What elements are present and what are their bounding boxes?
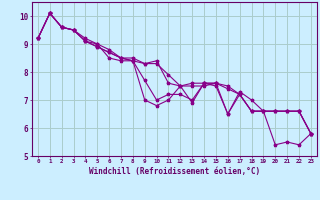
- X-axis label: Windchill (Refroidissement éolien,°C): Windchill (Refroidissement éolien,°C): [89, 167, 260, 176]
